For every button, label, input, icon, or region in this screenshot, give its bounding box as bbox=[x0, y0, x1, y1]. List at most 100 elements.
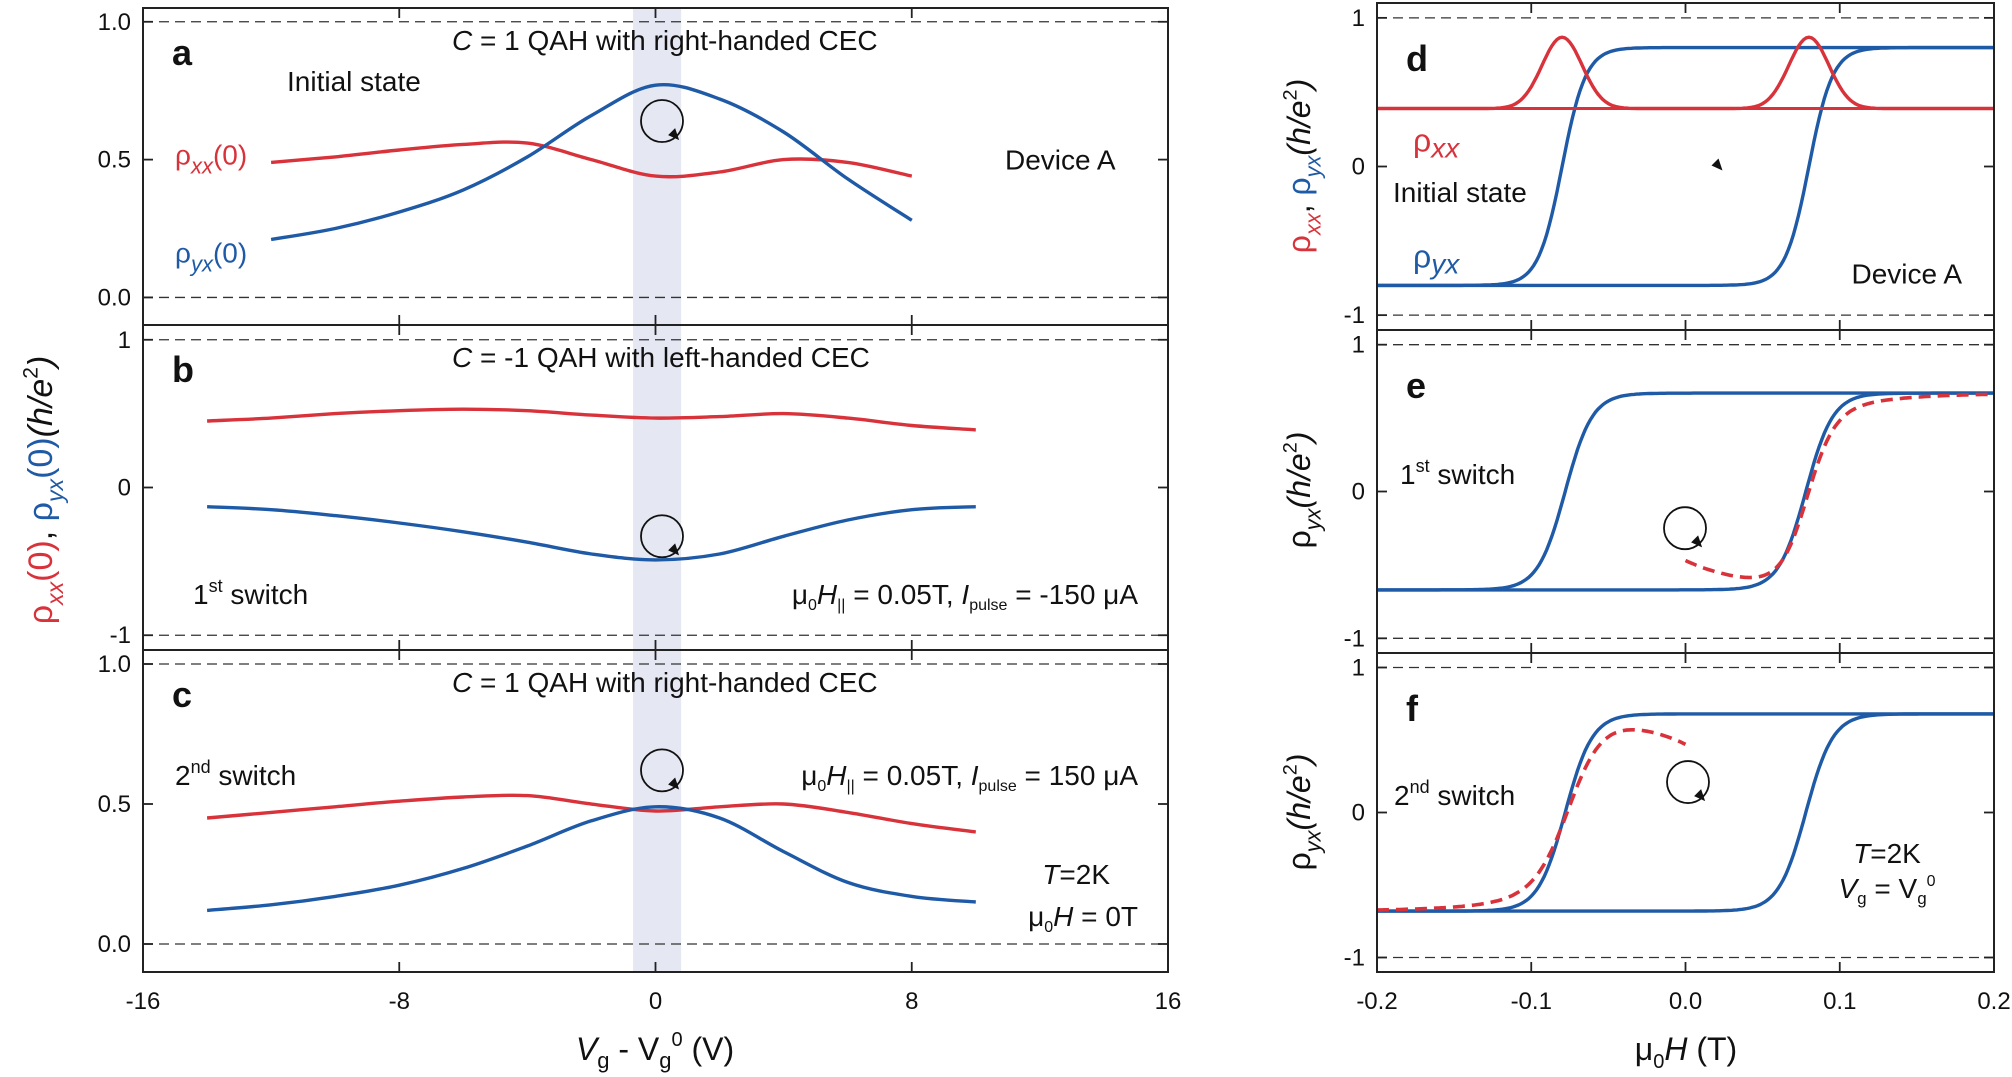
text-part: ρ bbox=[1281, 852, 1317, 870]
rho-yx-sweep-up-line bbox=[1377, 391, 1994, 592]
text-part: 0 bbox=[1044, 919, 1053, 936]
y-axis-title-d: ρxx, ρyx(h/e2) bbox=[1280, 79, 1326, 254]
panel-a: 0.0 0.5 1.0 a C = 1 QAH with right-handed CE… bbox=[98, 7, 1169, 326]
rho-yx-sweep-down-line bbox=[1377, 712, 1994, 913]
x-tick-label: -0.1 bbox=[1511, 988, 1552, 1015]
panel-frame bbox=[1376, 329, 1995, 654]
series-label-xx: ρxx bbox=[1413, 123, 1460, 164]
series-rho-yx0-line bbox=[207, 505, 976, 562]
device-label: Device A bbox=[1005, 145, 1116, 176]
text-part: (0) bbox=[22, 540, 60, 582]
text-part: g bbox=[1917, 889, 1926, 908]
text-part: xx bbox=[1429, 133, 1460, 164]
y-tick-label: 1 bbox=[1352, 5, 1365, 32]
panel-letter: c bbox=[172, 674, 192, 715]
text-part: H bbox=[1664, 1031, 1688, 1067]
y-tick-label: 1 bbox=[1352, 332, 1365, 359]
text-part: ρ bbox=[22, 605, 60, 624]
text-part: = 0.05T, bbox=[855, 760, 971, 791]
text-part: 2 bbox=[20, 367, 43, 379]
switch-label: 1st switch bbox=[193, 576, 308, 610]
switch-ordinal: nd bbox=[191, 757, 211, 777]
text-part: H bbox=[826, 760, 847, 791]
text-part: ρ bbox=[1413, 123, 1431, 159]
text-part: ) bbox=[1281, 754, 1317, 769]
text-part: H bbox=[1053, 901, 1074, 932]
x-tick-label: 0 bbox=[649, 988, 662, 1015]
x-tick-label: 0.2 bbox=[1977, 988, 2010, 1015]
text-part: ρ bbox=[175, 140, 191, 171]
panel-title-text: = -1 QAH with left-handed CEC bbox=[472, 342, 870, 373]
text-part: ρ bbox=[22, 502, 60, 521]
pulse-condition-label: μ0H|| = 0.05T, Ipulse = 150 μA bbox=[801, 760, 1138, 795]
x-tick-label: 16 bbox=[1155, 988, 1182, 1015]
chern-number-symbol: C bbox=[452, 25, 473, 56]
text-part: yx bbox=[1300, 829, 1325, 854]
panel-title-text: = 1 QAH with right-handed CEC bbox=[472, 25, 877, 56]
y-tick-label: 1 bbox=[1352, 655, 1365, 682]
text-part: ρ bbox=[175, 237, 191, 268]
text-part: , bbox=[22, 521, 60, 540]
y-tick-label: 0.0 bbox=[98, 931, 131, 958]
switch-ordinal: st bbox=[1416, 456, 1430, 476]
series-rho-xx0-line bbox=[207, 407, 976, 432]
rotation-arrowhead-icon bbox=[1694, 789, 1706, 802]
text-part: =2K bbox=[1870, 838, 1921, 869]
panel-letter: b bbox=[172, 349, 194, 390]
panel-b: -1 0 1 b C = -1 QAH with left-handed CEC 1st … bbox=[110, 324, 1169, 651]
x-tick-label: 0.0 bbox=[1669, 988, 1702, 1015]
device-label: Device A bbox=[1852, 259, 1963, 290]
text-part: 0 bbox=[817, 778, 826, 795]
panel-letter: e bbox=[1406, 365, 1426, 406]
chern-number-symbol: C bbox=[452, 667, 473, 698]
text-part: ρ bbox=[1281, 530, 1317, 548]
rotation-circle-icon bbox=[1663, 506, 1707, 551]
text-part: yx bbox=[42, 477, 68, 504]
text-part: yx bbox=[1300, 507, 1325, 532]
panel-title-text: = 1 QAH with right-handed CEC bbox=[472, 667, 877, 698]
x-tick-label: -16 bbox=[126, 988, 161, 1015]
panel-letter: f bbox=[1406, 688, 1419, 729]
temperature-label: T=2K bbox=[1042, 859, 1110, 890]
text-part: 1 bbox=[193, 579, 209, 610]
rotation-circle-icon bbox=[1666, 760, 1710, 804]
series-rho-yx0-line bbox=[206, 805, 976, 913]
text-part: I bbox=[971, 760, 979, 791]
y-tick-label: 0 bbox=[1352, 800, 1365, 827]
rotation-arrowhead-icon bbox=[1711, 158, 1723, 171]
text-part: , bbox=[1281, 196, 1317, 214]
text-part: 2 bbox=[1280, 442, 1302, 453]
y-axis-title: ρxx(0), ρyx(0)(h/e2) bbox=[20, 356, 68, 625]
panel-frame bbox=[1376, 652, 1995, 973]
text-part: switch bbox=[1430, 459, 1516, 490]
text-part: xx bbox=[1300, 212, 1325, 236]
text-part: μ bbox=[1028, 901, 1044, 932]
gate-condition-label: Vg = Vg0 bbox=[1838, 873, 1935, 908]
text-part: μ bbox=[1635, 1031, 1653, 1067]
series-rho-yx0-line bbox=[270, 82, 913, 242]
rotation-circle-icon bbox=[640, 748, 684, 793]
text-part: T bbox=[1853, 838, 1872, 869]
y-tick-label: -1 bbox=[1344, 302, 1365, 329]
switch-label: 2nd switch bbox=[175, 757, 296, 791]
y-axis-title-f: ρyx(h/e2) bbox=[1280, 754, 1326, 871]
text-part: - V bbox=[609, 1031, 659, 1067]
text-part: || bbox=[846, 778, 854, 795]
text-part: = 0T bbox=[1073, 901, 1138, 932]
text-part: V bbox=[1838, 873, 1859, 904]
x-axis-title: Vg - Vg0 (V) bbox=[576, 1029, 734, 1073]
x-tick-label: 0.1 bbox=[1823, 988, 1856, 1015]
initial-state-label: Initial state bbox=[1393, 177, 1527, 208]
text-part: 1 bbox=[1400, 459, 1416, 490]
text-part: yx bbox=[189, 251, 214, 276]
text-part: (h/e bbox=[1281, 775, 1317, 830]
y-tick-label: 1.0 bbox=[98, 9, 131, 36]
text-part: g bbox=[597, 1048, 609, 1073]
text-part: 2 bbox=[1394, 780, 1410, 811]
text-part: 2 bbox=[1280, 89, 1302, 100]
y-tick-label: -1 bbox=[1344, 945, 1365, 972]
text-part: || bbox=[837, 597, 845, 614]
text-part: 0 bbox=[808, 597, 817, 614]
text-part: = 0.05T, bbox=[845, 579, 961, 610]
series-label-yx: ρyx(0) bbox=[175, 237, 247, 276]
